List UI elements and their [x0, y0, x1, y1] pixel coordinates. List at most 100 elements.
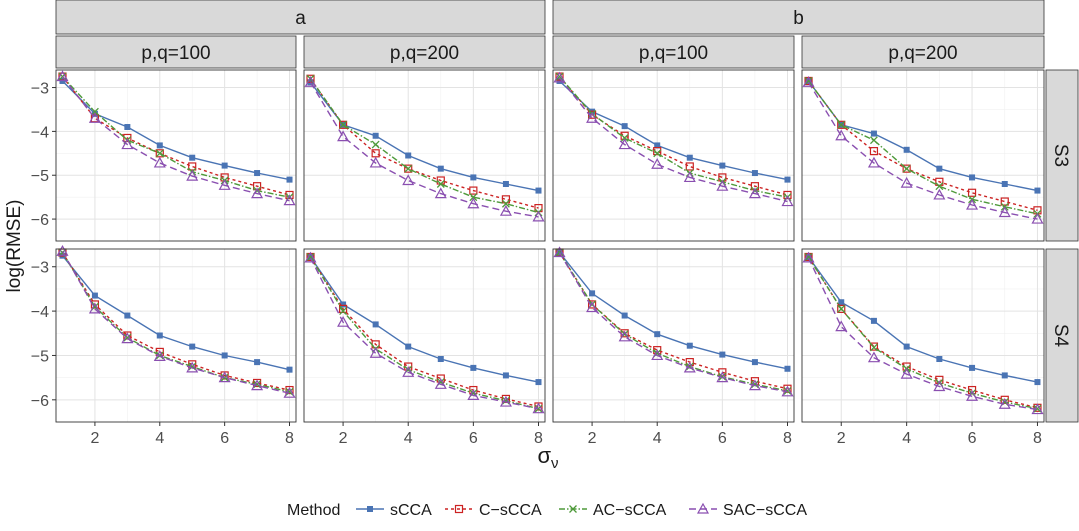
data-point — [935, 182, 944, 191]
data-point — [837, 304, 846, 313]
data-point — [339, 120, 348, 129]
data-point — [751, 170, 758, 177]
data-point — [653, 147, 662, 156]
x-tick-label: 4 — [653, 430, 662, 447]
panel-7 — [552, 246, 795, 423]
data-point — [685, 162, 694, 171]
data-point — [835, 320, 848, 332]
data-point — [286, 366, 293, 373]
data-point — [405, 343, 412, 350]
data-point — [251, 379, 264, 391]
data-point — [686, 154, 693, 161]
data-point — [470, 174, 477, 181]
sub-strip-4: p,q=200 — [801, 35, 1045, 69]
x-tick-label: 2 — [837, 430, 846, 447]
legend-label: SAC−sCCA — [723, 502, 807, 519]
y-tick-label: −5 — [31, 348, 49, 365]
data-point — [124, 312, 131, 319]
data-point — [189, 343, 196, 350]
series-line — [61, 252, 290, 393]
series-line — [807, 256, 1038, 409]
data-point — [802, 251, 815, 263]
data-point — [337, 130, 350, 142]
data-point — [686, 342, 693, 349]
x-tick-label: 8 — [285, 430, 294, 447]
x-tick-label: 4 — [404, 430, 413, 447]
legend-label: AC−sCCA — [593, 502, 667, 519]
x-tick-label: 8 — [783, 430, 792, 447]
data-point — [903, 146, 910, 153]
panel-border — [552, 69, 795, 242]
data-point — [838, 299, 845, 306]
data-point — [437, 356, 444, 363]
data-point — [254, 170, 261, 177]
legend: Method sCCA C−sCCA AC−sCCA SAC−sCCA — [287, 502, 807, 519]
series-line — [807, 257, 1038, 411]
data-point — [338, 120, 348, 129]
data-point — [437, 165, 444, 172]
series-line — [807, 80, 1038, 211]
panel-background — [553, 70, 794, 241]
data-point — [337, 315, 350, 327]
series-line — [61, 76, 290, 196]
x-tick-label: 8 — [1033, 430, 1042, 447]
series-open-triangle-1 — [56, 70, 296, 206]
data-point — [338, 304, 348, 313]
data-point — [306, 74, 315, 83]
data-point — [998, 206, 1011, 218]
data-point — [902, 164, 911, 173]
series-open-triangle-5 — [56, 244, 296, 398]
data-point — [286, 176, 293, 183]
data-point — [155, 149, 164, 158]
data-point — [586, 111, 599, 123]
data-point — [469, 186, 478, 195]
data-point — [719, 351, 726, 358]
legend-key-marker — [696, 502, 710, 514]
data-point — [589, 290, 596, 297]
data-point — [499, 204, 512, 216]
data-point — [651, 349, 664, 361]
panel-background — [802, 249, 1044, 422]
data-point — [966, 198, 979, 210]
data-point — [121, 138, 134, 150]
panel-border — [55, 69, 297, 242]
panel-3 — [552, 69, 795, 242]
series-line — [558, 252, 788, 390]
data-point — [372, 132, 379, 139]
series-open-triangle-2 — [304, 76, 545, 222]
series-line — [309, 256, 539, 408]
legend-key-marker — [454, 504, 464, 514]
data-point — [340, 301, 347, 308]
data-point — [88, 302, 101, 314]
data-point — [654, 142, 661, 149]
data-point — [903, 343, 910, 350]
data-point — [436, 180, 445, 188]
data-point — [936, 356, 943, 363]
series-line — [309, 78, 539, 214]
data-point — [718, 368, 727, 377]
data-point — [121, 332, 134, 344]
data-point — [1001, 181, 1008, 187]
series-open-triangle-3 — [553, 71, 794, 207]
data-point — [870, 130, 877, 137]
data-point — [467, 389, 480, 400]
data-point — [902, 164, 911, 173]
data-point — [751, 359, 758, 366]
data-point — [683, 171, 696, 183]
data-point — [618, 138, 631, 150]
x-tick-label: 4 — [155, 430, 164, 447]
data-point — [748, 379, 761, 391]
panel-border — [552, 248, 795, 423]
data-point — [369, 347, 382, 358]
data-point — [218, 179, 231, 190]
panel-background — [56, 249, 296, 422]
x-tick-label: 6 — [718, 430, 727, 447]
data-point — [716, 371, 729, 383]
series-line — [61, 255, 290, 371]
x-tick-label: 6 — [968, 430, 977, 447]
data-point — [434, 378, 447, 389]
data-point — [124, 124, 131, 130]
data-point — [501, 199, 510, 208]
data-point — [434, 187, 447, 199]
data-point — [218, 371, 231, 383]
